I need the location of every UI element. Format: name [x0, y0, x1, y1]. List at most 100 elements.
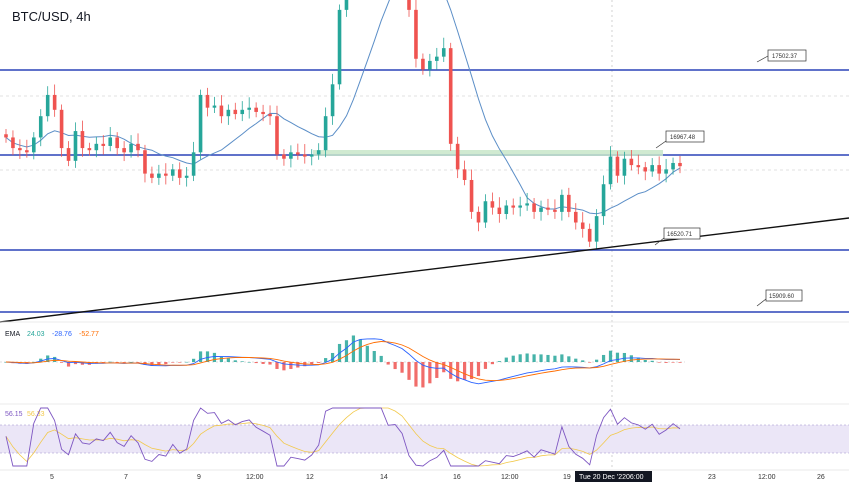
level-label-16520: 16520.71: [667, 232, 693, 238]
rsi-band: [0, 425, 849, 453]
candle: [462, 160, 467, 186]
macd-bar: [136, 362, 140, 363]
candle: [240, 101, 245, 122]
macd-bar: [428, 362, 432, 384]
candle: [344, 0, 349, 17]
macd-bar: [456, 362, 460, 382]
candle: [73, 122, 78, 168]
candle: [553, 199, 557, 219]
candle: [31, 132, 36, 160]
macd-bar: [219, 356, 224, 362]
candle: [226, 104, 231, 125]
macd-bar: [400, 362, 404, 373]
candle: [601, 175, 606, 225]
macd-bar: [317, 362, 321, 363]
candle: [622, 151, 627, 185]
macd-bar: [581, 360, 585, 362]
macd-bar: [185, 361, 189, 363]
level-callout-16967: 16967.48: [655, 130, 705, 149]
macd-bar: [469, 362, 474, 380]
macd-bar: [664, 362, 668, 363]
level-label-17502: 17502.37: [772, 54, 798, 60]
candle: [490, 192, 495, 215]
macd-bar: [358, 339, 362, 362]
candle: [275, 105, 279, 160]
macd-bar: [511, 355, 515, 362]
candle: [525, 192, 529, 211]
candle: [282, 149, 286, 166]
candle: [254, 102, 258, 118]
candle: [546, 198, 550, 216]
rsi-line: [5, 407, 681, 467]
x-tick-current: Tue 20 Dec '22: [579, 474, 626, 481]
candle: [323, 107, 328, 158]
candle: [504, 200, 509, 220]
candle: [25, 139, 29, 158]
time-axis: 5 7 9 12:00 12 14 16 12:00 19 Tue 20 Dec…: [50, 471, 825, 482]
x-tick: 12:00: [246, 474, 264, 481]
candle: [421, 53, 425, 75]
candle: [198, 89, 203, 160]
x-tick: 12:00: [501, 474, 519, 481]
candle: [671, 157, 675, 175]
macd-bar: [53, 356, 57, 362]
candle: [302, 144, 307, 164]
candle: [448, 42, 453, 151]
candle: [170, 164, 175, 182]
x-tick: 7: [124, 474, 128, 481]
candle: [129, 135, 133, 158]
candle: [101, 135, 106, 155]
macd-bar: [379, 355, 383, 362]
candle: [143, 144, 147, 183]
candle: [150, 166, 154, 184]
macd-bar: [108, 361, 112, 363]
candle: [567, 187, 571, 218]
rsi-value: 56.15: [5, 411, 23, 418]
macd-value-macd: -28.76: [52, 331, 72, 338]
macd-bar: [59, 362, 64, 363]
macd-bar: [282, 362, 286, 371]
rsi-ma-line: [5, 407, 681, 467]
macd-bar: [671, 362, 675, 363]
candle: [247, 97, 251, 119]
macd-bar: [601, 354, 606, 362]
candle: [296, 143, 300, 160]
candle: [476, 206, 481, 232]
macd-bar: [657, 362, 661, 363]
candle: [94, 136, 99, 158]
candle: [205, 87, 210, 117]
rsi-ma-value: 56.33: [27, 411, 45, 418]
macd-bar: [289, 362, 293, 369]
macd-bar: [164, 362, 168, 365]
level-label-15909: 15909.60: [769, 294, 795, 300]
candle: [52, 84, 57, 117]
candle: [497, 197, 502, 223]
macd-bar: [483, 362, 488, 369]
rsi-legend: 56.15 56.33: [5, 411, 45, 418]
price-grid: [0, 0, 849, 470]
macd-bar: [351, 335, 356, 362]
macd-bar: [435, 362, 439, 378]
candle: [4, 128, 8, 143]
candle: [573, 203, 578, 230]
moving-average-line: [5, 0, 681, 215]
macd-bar: [324, 358, 328, 362]
x-tick: 9: [197, 474, 201, 481]
macd-bar: [650, 360, 654, 362]
macd-bar: [247, 361, 251, 363]
macd-bar: [157, 362, 161, 365]
candle: [539, 200, 543, 221]
level-label-16967: 16967.48: [670, 135, 696, 141]
macd-bar: [588, 362, 592, 363]
macd-bar: [254, 362, 258, 364]
candle: [511, 198, 516, 215]
candle: [407, 0, 411, 17]
x-tick: 26: [817, 474, 825, 481]
candle: [11, 130, 15, 156]
candle: [678, 155, 682, 174]
candle: [428, 53, 432, 77]
candle: [184, 167, 189, 187]
macd-bar: [476, 362, 481, 377]
